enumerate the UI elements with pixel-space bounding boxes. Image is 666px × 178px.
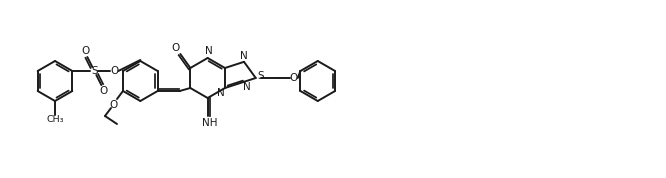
Text: O: O	[109, 100, 117, 110]
Text: S: S	[91, 66, 98, 76]
Text: S: S	[258, 71, 264, 81]
Text: N: N	[240, 51, 248, 61]
Text: N: N	[217, 88, 225, 98]
Text: O: O	[81, 46, 89, 56]
Text: N: N	[204, 46, 212, 56]
Text: O: O	[290, 73, 298, 83]
Text: NH: NH	[202, 118, 217, 128]
Text: N: N	[243, 82, 251, 92]
Text: CH₃: CH₃	[46, 116, 64, 124]
Text: O: O	[110, 66, 119, 76]
Text: O: O	[171, 43, 179, 53]
Text: O: O	[99, 86, 107, 96]
